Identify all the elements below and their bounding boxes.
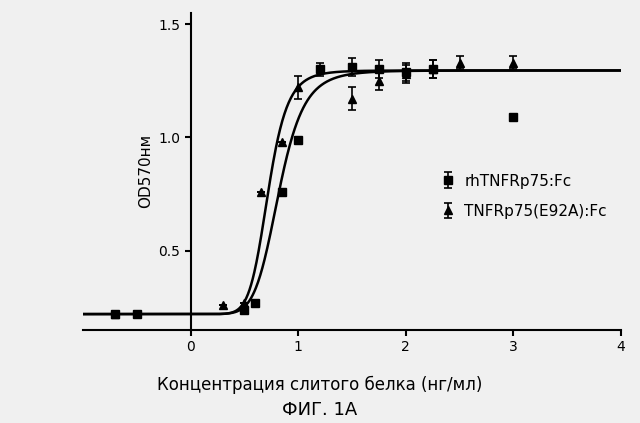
Text: ФИГ. 1А: ФИГ. 1А — [282, 401, 358, 419]
Text: Концентрация слитого белка (нг/мл): Концентрация слитого белка (нг/мл) — [157, 376, 483, 394]
Y-axis label: OD570нм: OD570нм — [138, 134, 153, 209]
Legend: rhTNFRp75:Fc, TNFRp75(E92A):Fc: rhTNFRp75:Fc, TNFRp75(E92A):Fc — [433, 168, 613, 225]
